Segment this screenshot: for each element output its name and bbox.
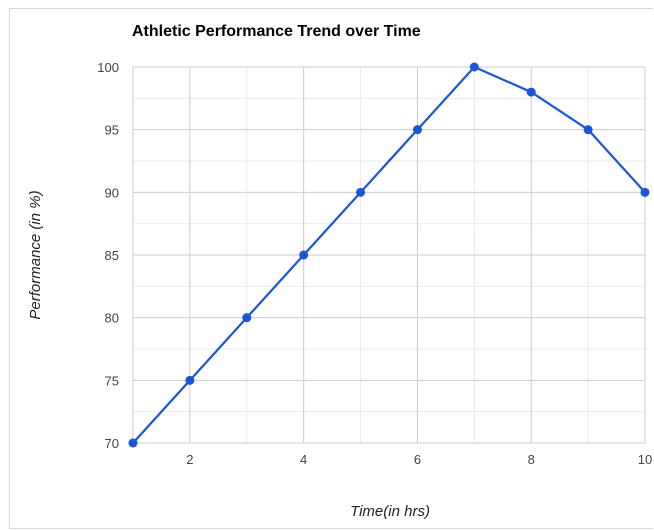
y-tick-label: 95 bbox=[105, 123, 119, 138]
x-tick-label: 10 bbox=[638, 452, 652, 467]
x-tick-label: 6 bbox=[414, 452, 421, 467]
x-axis-label: Time(in hrs) bbox=[350, 503, 430, 520]
data-point bbox=[526, 87, 536, 97]
x-tick-label: 2 bbox=[186, 452, 193, 467]
y-tick-label: 85 bbox=[105, 248, 119, 263]
data-point bbox=[242, 313, 252, 323]
data-point bbox=[469, 62, 479, 72]
y-tick-label: 75 bbox=[105, 373, 119, 388]
x-tick-label: 8 bbox=[528, 452, 535, 467]
y-tick-label: 100 bbox=[97, 60, 119, 75]
y-tick-label: 70 bbox=[105, 436, 119, 451]
x-tick-label: 4 bbox=[300, 452, 307, 467]
y-tick-label: 80 bbox=[105, 311, 119, 326]
y-tick-label: 90 bbox=[105, 185, 119, 200]
data-point bbox=[583, 125, 593, 135]
data-point bbox=[128, 438, 138, 448]
series-line bbox=[132, 65, 646, 444]
data-point bbox=[356, 187, 366, 197]
chart-frame bbox=[9, 8, 653, 529]
y-axis-label: Performance (in %) bbox=[27, 190, 44, 319]
data-point bbox=[185, 375, 195, 385]
data-point bbox=[640, 187, 650, 197]
tick-labels: 70 75 80 85 90 95 100 2 4 6 8 10 bbox=[97, 60, 652, 467]
series-layer bbox=[128, 62, 650, 448]
grid-lines bbox=[132, 66, 646, 444]
data-point bbox=[412, 125, 422, 135]
chart-title: Athletic Performance Trend over Time bbox=[132, 23, 421, 40]
data-point bbox=[299, 250, 309, 260]
